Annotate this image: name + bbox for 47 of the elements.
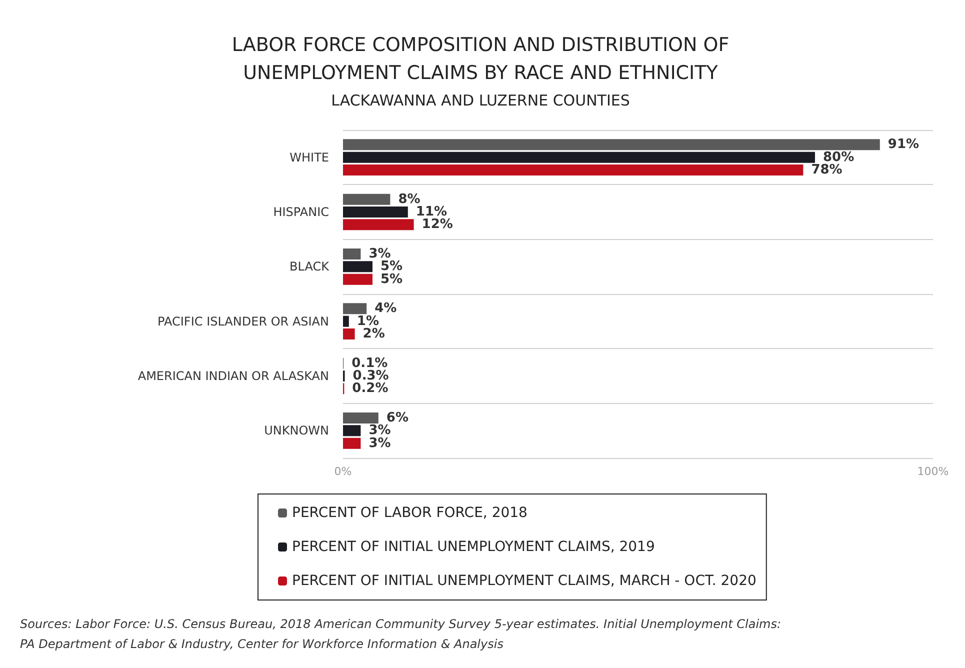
bar xyxy=(343,412,378,424)
y-tick-label: BLACK xyxy=(290,260,330,274)
data-label: 11% xyxy=(416,204,448,220)
legend-label: PERCENT OF INITIAL UNEMPLOYMENT CLAIMS, 2019 xyxy=(292,539,655,555)
y-tick-label: WHITE xyxy=(290,150,329,164)
data-label: 80% xyxy=(823,150,854,165)
bar xyxy=(343,328,355,340)
source-note: Sources: Labor Force: U.S. Census Bureau, 2018 American Community Survey 5-year estimates. Initial Unemployment Claims: PA Department of Labor & Industry, Center for Workforce Information & Analysis xyxy=(20,617,782,651)
data-label: 3% xyxy=(368,246,391,262)
bar xyxy=(343,425,361,436)
legend-label: PERCENT OF LABOR FORCE, 2018 xyxy=(292,505,528,521)
data-label: 5% xyxy=(380,259,403,274)
bar xyxy=(343,194,390,205)
bar xyxy=(343,274,372,285)
bar xyxy=(343,316,349,327)
bar xyxy=(343,139,880,150)
data-label: 5% xyxy=(380,272,403,287)
bar xyxy=(343,164,804,176)
y-tick-label: PACIFIC ISLANDER OR ASIAN xyxy=(158,314,329,328)
x-tick-label: 0% xyxy=(334,465,352,478)
legend-label: PERCENT OF INITIAL UNEMPLOYMENT CLAIMS, MARCH - OCT. 2020 xyxy=(292,573,756,589)
bar xyxy=(343,248,361,260)
y-tick-label: AMERICAN INDIAN OR ALASKAN xyxy=(138,369,329,383)
data-label: 0.3% xyxy=(352,368,389,384)
data-label: 4% xyxy=(374,301,397,316)
data-label: 3% xyxy=(368,436,391,451)
data-label: 2% xyxy=(362,326,385,342)
data-label: 91% xyxy=(888,137,920,152)
chart-title: LABOR FORCE COMPOSITION AND DISTRIBUTION OF UNEMPLOYMENT CLAIMS BY RACE AND ETHNICITY xyxy=(232,34,730,84)
data-label: 12% xyxy=(422,217,453,232)
data-label: 0.2% xyxy=(352,381,388,396)
bar xyxy=(343,303,367,314)
bar xyxy=(343,219,414,230)
data-label: 3% xyxy=(368,423,391,438)
y-tick-label: HISPANIC xyxy=(273,205,329,219)
data-label: 1% xyxy=(356,314,379,329)
bar xyxy=(343,261,372,272)
bar xyxy=(343,438,361,449)
data-label: 8% xyxy=(398,192,420,207)
bar xyxy=(343,206,408,218)
data-label: 0.1% xyxy=(352,356,388,371)
data-label: 6% xyxy=(386,410,408,426)
data-label: 78% xyxy=(811,162,842,178)
chart-subtitle: LACKAWANNA AND LUZERNE COUNTIES xyxy=(331,92,630,110)
y-tick-label: UNKNOWN xyxy=(264,424,329,438)
x-tick-label: 100% xyxy=(917,465,949,478)
bar xyxy=(343,152,815,163)
